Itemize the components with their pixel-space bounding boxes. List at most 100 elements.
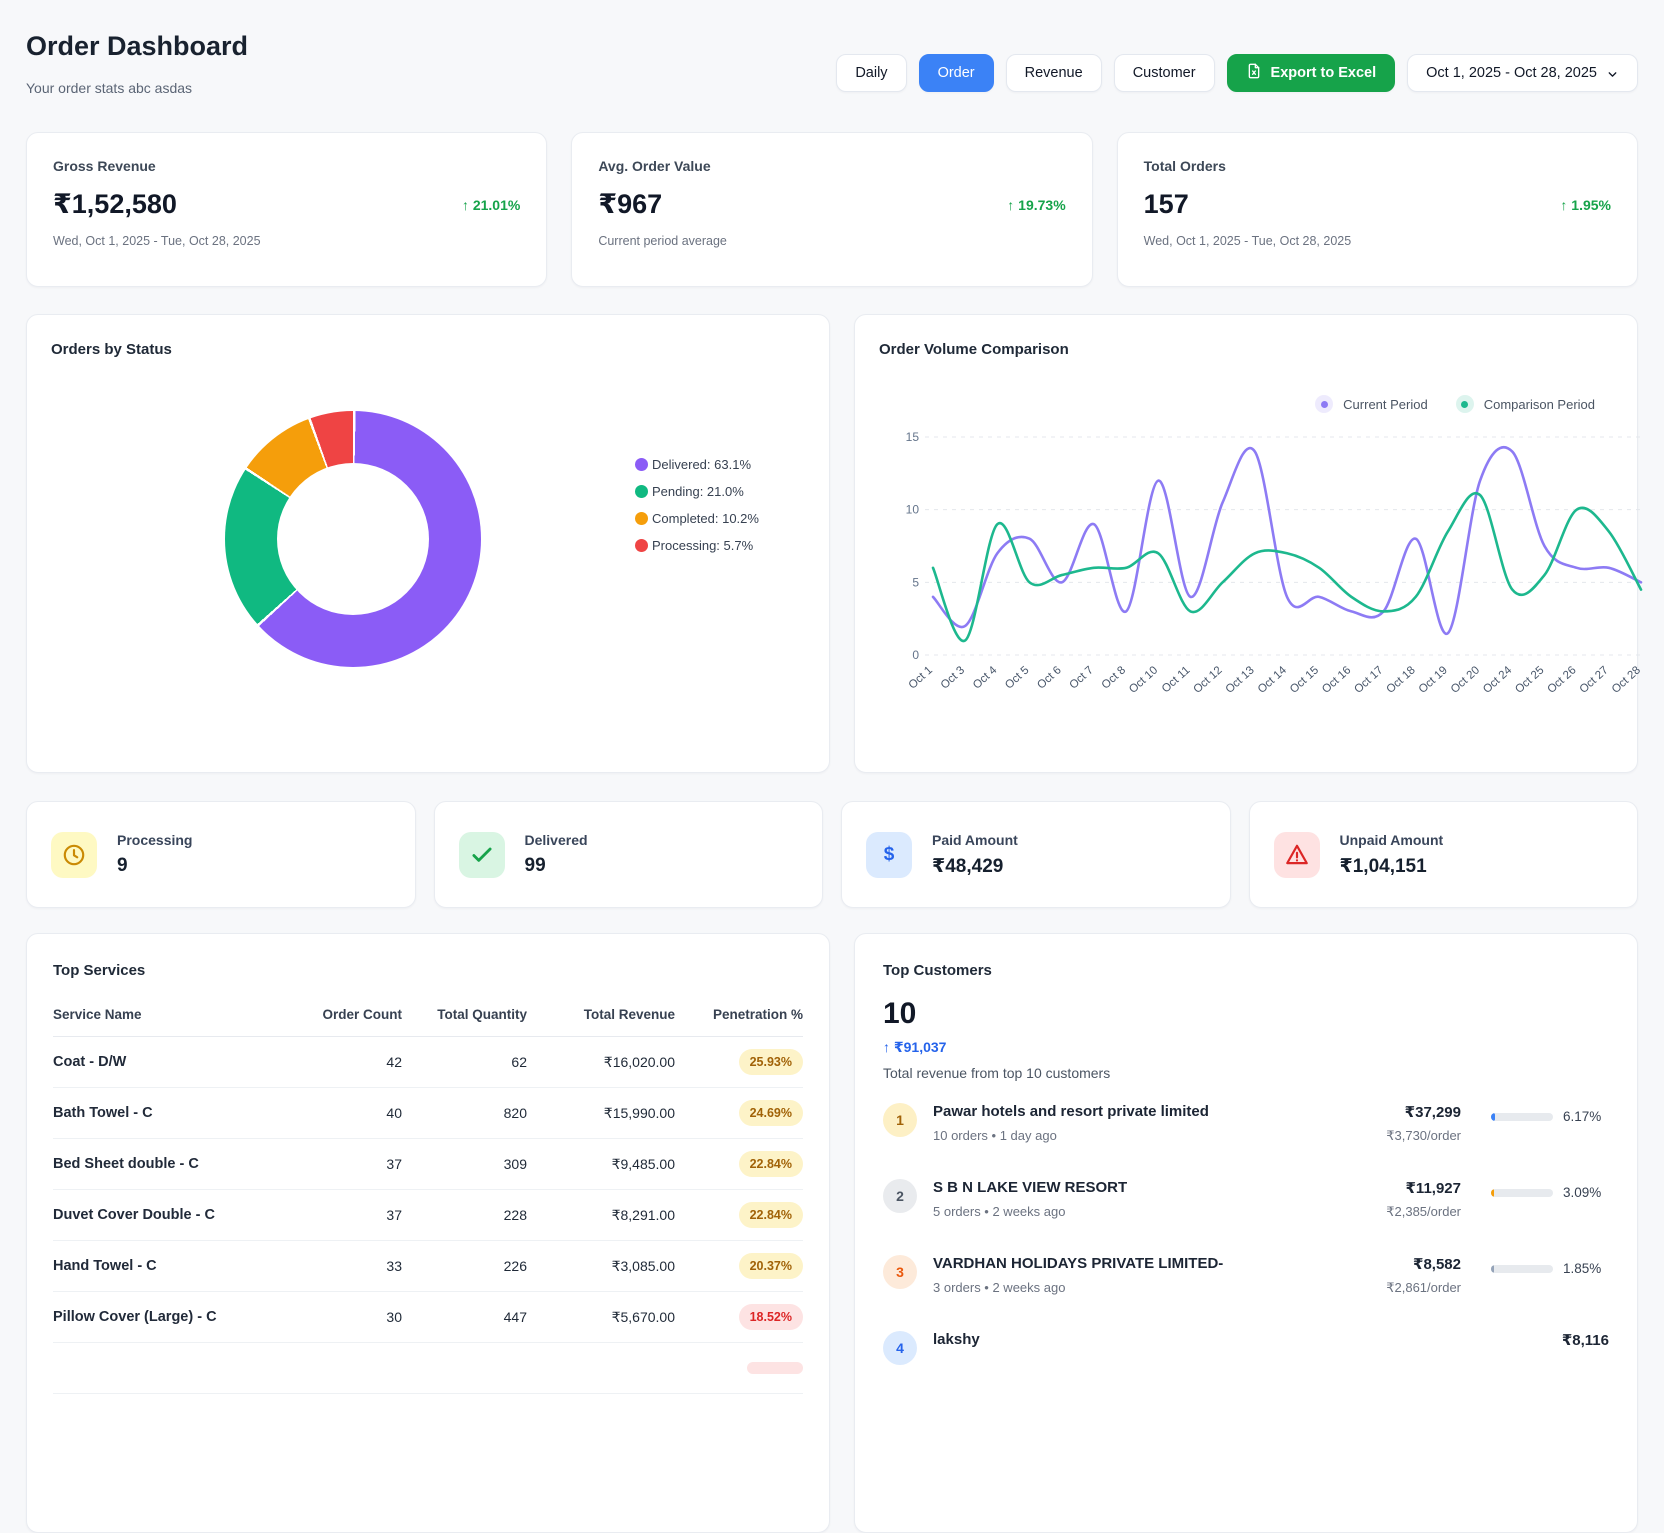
kpi-card: Avg. Order Value ₹967 ↑ 19.73% Current peri… [571,132,1093,287]
svg-text:Oct 6: Oct 6 [1035,664,1063,691]
service-name: Pillow Cover (Large) - C [53,1309,217,1325]
column-header: Order Count [322,1007,403,1022]
kpi-card: Gross Revenue ₹1,52,580 ↑ 21.01% Wed, Oct 1… [26,132,548,287]
legend-item-delivered[interactable]: Delivered: 63.1% [635,457,759,472]
svg-text:Oct 15: Oct 15 [1288,664,1321,696]
column-header: Total Revenue [583,1007,675,1022]
total-revenue: ₹3,085.00 [611,1257,675,1274]
kpi-subtitle: Wed, Oct 1, 2025 - Tue, Oct 28, 2025 [53,234,261,248]
svg-text:Oct 28: Oct 28 [1610,664,1643,696]
check-icon [458,831,505,878]
total-quantity: 820 [503,1105,527,1121]
kpi-change: ↑ 21.01% [461,196,521,213]
status-label: Unpaid Amount [1339,831,1444,848]
customer-row: 3 VARDHAN HOLIDAYS PRIVATE LIMITED- 3 orde… [883,1251,1609,1327]
legend-item-current-period[interactable]: Current Period [1315,395,1428,413]
donut-legend: Delivered: 63.1% Pending: 21.0% Completed:… [635,457,759,553]
donut-hole [277,463,429,615]
legend-item-processing[interactable]: Processing: 5.7% [635,538,759,553]
orders-status-donut-chart [225,411,481,667]
total-quantity: 309 [503,1156,527,1172]
top-services-title: Top Services [53,962,146,979]
services-table-header: Service Name Order Count Total Quantity Tot… [53,1007,803,1037]
kpi-value: ₹967 [598,189,663,219]
legend-dot-icon [635,512,648,525]
status-card-processing: Processing 9 [26,801,416,908]
progress-bar-fill [1491,1264,1494,1273]
order-volume-card: Order Volume Comparison Current Period Co… [854,314,1643,773]
kpi-label: Gross Revenue [53,158,156,174]
view-tabs: Daily Order Revenue Customer [836,54,1215,92]
customer-amount: ₹11,927 [1405,1180,1462,1197]
customer-name: Pawar hotels and resort private limited [933,1103,1209,1120]
total-revenue: ₹8,291.00 [611,1206,675,1223]
rank-badge: 4 [883,1331,917,1365]
tab-customer[interactable]: Customer [1113,54,1215,92]
svg-text:Oct 18: Oct 18 [1385,664,1418,696]
kpi-subtitle: Wed, Oct 1, 2025 - Tue, Oct 28, 2025 [1143,234,1352,248]
svg-text:Oct 25: Oct 25 [1513,664,1546,696]
legend-item-pending[interactable]: Pending: 21.0% [635,484,759,499]
svg-text:15: 15 [906,430,920,444]
svg-text:Oct 4: Oct 4 [971,664,1000,692]
legend-label: Delivered: 63.1% [652,457,751,472]
total-quantity: 228 [503,1207,527,1223]
customer-row: 4 lakshy ₹8,116 [883,1327,1609,1403]
customer-name: S B N LAKE VIEW RESORT [933,1179,1128,1196]
status-value: ₹48,429 [932,855,1004,877]
svg-text:Oct 16: Oct 16 [1320,664,1353,696]
svg-text:Oct 27: Oct 27 [1578,664,1611,696]
kpi-row: Gross Revenue ₹1,52,580 ↑ 21.01% Wed, Oct 1… [26,132,1638,287]
legend-label: Pending: 21.0% [652,484,744,499]
legend-item-comparison-period[interactable]: Comparison Period [1455,395,1595,413]
tab-order[interactable]: Order [918,54,994,92]
status-value: 9 [117,855,128,876]
line-chart-legend: Current Period Comparison Period [1315,395,1595,413]
svg-text:Oct 12: Oct 12 [1191,664,1224,696]
table-row: Coat - D/W 42 62 ₹16,020.00 25.93% [53,1037,803,1088]
export-to-excel-button[interactable]: Export to Excel [1226,54,1396,92]
legend-label: Current Period [1343,396,1428,412]
top-customers-card: Top Customers 10 ↑ ₹91,037 Total revenue… [854,933,1638,1533]
legend-item-completed[interactable]: Completed: 10.2% [635,511,759,526]
progress-bar-fill [1491,1112,1495,1121]
status-value: 99 [524,855,546,876]
tab-revenue[interactable]: Revenue [1005,54,1102,92]
status-value: ₹1,04,151 [1339,855,1427,877]
customer-amount: ₹8,582 [1413,1256,1461,1273]
legend-label: Processing: 5.7% [652,538,754,553]
customer-amount: ₹37,299 [1404,1104,1461,1121]
services-table-body: Coat - D/W 42 62 ₹16,020.00 25.93% Bath Towel… [53,1037,803,1394]
customer-meta: 3 orders • 2 weeks ago [933,1280,1066,1295]
order-count: 42 [386,1054,402,1070]
customer-per-order: ₹3,730/order [1386,1128,1461,1143]
kpi-card: Total Orders 157 ↑ 1.95% Wed, Oct 1, 2025 -… [1116,132,1638,287]
penetration-badge: 18.52% [738,1304,803,1330]
customer-meta: 5 orders • 2 weeks ago [933,1204,1066,1219]
total-quantity: 447 [503,1309,527,1325]
rank-badge: 2 [883,1179,917,1213]
legend-dot-icon [635,539,648,552]
service-name: Bed Sheet double - C [53,1156,199,1172]
customer-percent: 3.09% [1563,1185,1602,1200]
status-label: Delivered [524,832,588,848]
svg-text:Oct 1: Oct 1 [907,664,935,691]
date-range-picker[interactable]: Oct 1, 2025 - Oct 28, 2025 [1407,54,1638,92]
svg-text:Oct 13: Oct 13 [1224,664,1257,696]
kpi-change: ↑ 19.73% [1007,196,1066,213]
status-card-unpaid-amount: Unpaid Amount ₹1,04,151 [1248,801,1638,908]
svg-text:Oct 7: Oct 7 [1067,664,1095,691]
total-revenue: ₹15,990.00 [603,1104,675,1121]
svg-text:10: 10 [906,503,920,517]
kpi-label: Avg. Order Value [598,158,711,174]
service-name: Duvet Cover Double - C [53,1207,215,1223]
rank-badge: 3 [883,1255,917,1289]
top-customers-title: Top Customers [883,962,992,979]
tab-daily[interactable]: Daily [836,54,907,92]
legend-dot-icon [1455,395,1474,413]
table-row: Hand Towel - C 33 226 ₹3,085.00 20.37% [53,1241,803,1292]
svg-text:Oct 10: Oct 10 [1127,664,1160,696]
page-subtitle: Your order stats abc asdas [26,80,193,96]
kpi-change: ↑ 1.95% [1560,196,1611,213]
